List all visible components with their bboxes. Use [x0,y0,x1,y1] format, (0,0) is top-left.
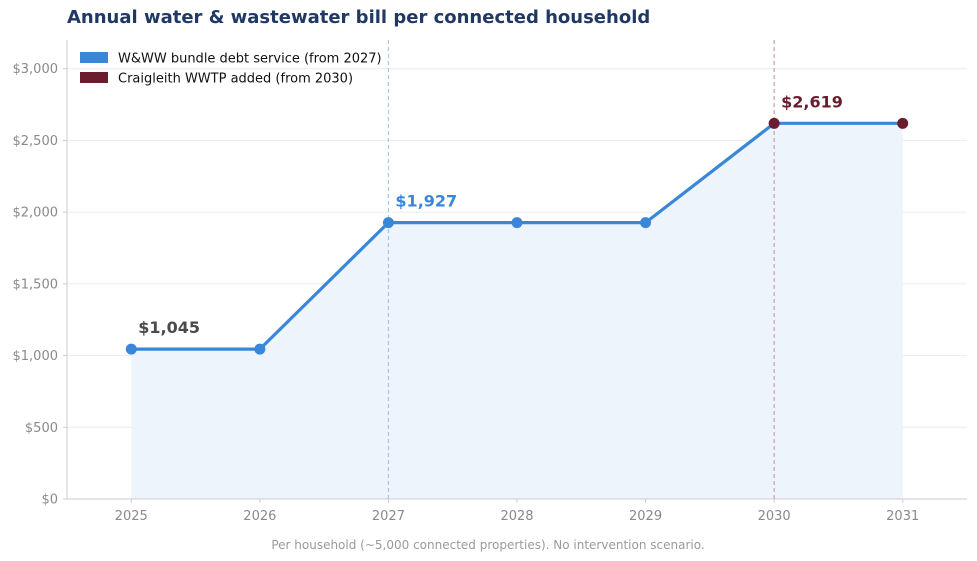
area-fill [131,123,903,499]
data-label: $2,619 [781,92,843,111]
chart-footnote: Per household (~5,000 connected properti… [271,538,704,552]
y-tick-label: $3,000 [13,62,59,77]
x-tick-label: 2030 [758,509,791,524]
data-point [125,343,137,355]
area-layer [131,123,903,499]
y-tick-label: $0 [41,493,58,508]
y-tick-label: $1,000 [13,349,59,364]
y-tick-label: $2,500 [13,134,59,149]
legend-label: W&WW bundle debt service (from 2027) [118,52,382,67]
x-tick-label: 2026 [243,509,276,524]
data-label: $1,927 [395,192,457,211]
y-tick-label: $2,000 [13,206,59,221]
data-point [640,217,652,229]
y-tick-label: $500 [25,421,58,436]
data-point [382,217,394,229]
data-point [254,343,266,355]
x-tick-label: 2029 [629,509,662,524]
data-label: $1,045 [138,318,200,337]
y-tick-label: $1,500 [13,277,59,292]
legend-swatch [80,72,108,83]
x-tick-label: 2025 [115,509,148,524]
line-layer [129,121,905,351]
annot-layer: $1,045 $1,927 $2,619 [138,92,843,337]
data-point [897,117,909,129]
axis-layer: $0 $500 $1,000 $1,500 $2,000 $2,500 $3,000 2025… [13,40,967,524]
x-tick-label: 2028 [500,509,533,524]
chart-title: Annual water & wastewater bill per conne… [67,7,651,28]
data-point [768,117,780,129]
legend-label: Craigleith WWTP added (from 2030) [118,72,353,87]
legend-swatch [80,52,108,63]
data-point [511,217,523,229]
series-line-0 [129,121,776,351]
point-layer [125,117,909,355]
x-tick-label: 2031 [886,509,919,524]
legend: W&WW bundle debt service (from 2027) Crai… [80,52,382,87]
x-tick-label: 2027 [372,509,405,524]
